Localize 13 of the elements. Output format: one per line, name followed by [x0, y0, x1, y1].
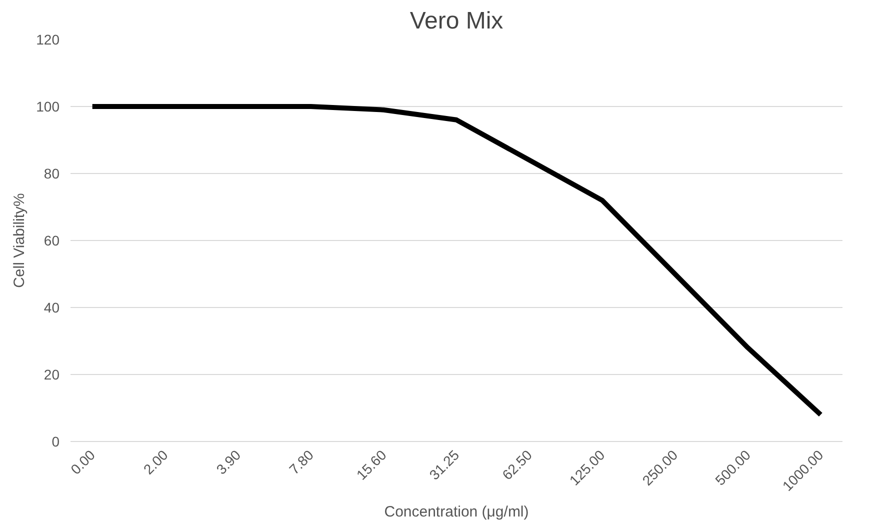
chart-title: Vero Mix	[410, 8, 504, 34]
y-tick-label: 80	[44, 166, 60, 182]
y-tick-label: 20	[44, 366, 60, 382]
y-tick-label: 60	[44, 232, 60, 248]
x-axis-title: Concentration (μg/ml)	[384, 503, 529, 520]
y-tick-label: 40	[44, 300, 60, 316]
y-axis-title: Cell Viability%	[11, 193, 28, 288]
x-tick-label: 7.80	[286, 446, 317, 478]
x-tick-label: 3.90	[213, 446, 244, 478]
y-tick-label: 100	[36, 98, 60, 114]
y-tick-label: 120	[36, 32, 60, 48]
x-tick-label: 0.00	[67, 446, 98, 478]
y-tick-label: 0	[52, 434, 60, 450]
